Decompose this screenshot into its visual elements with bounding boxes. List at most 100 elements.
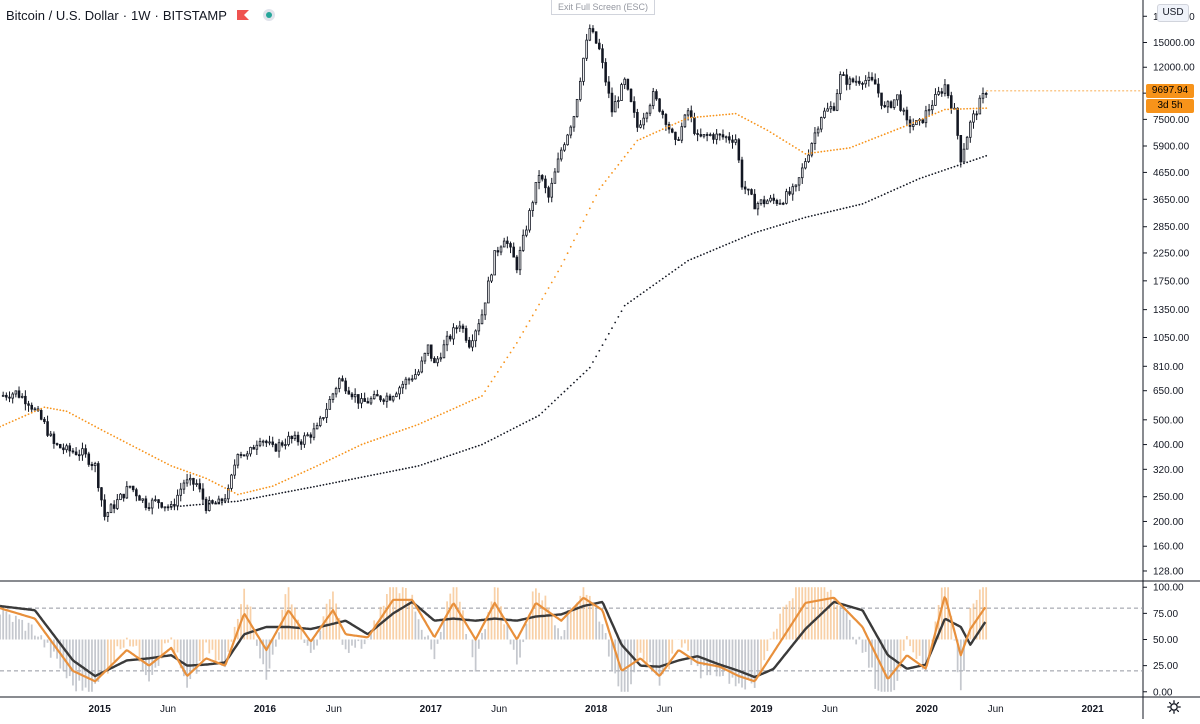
osc-histogram-bar (389, 587, 391, 639)
candle (107, 512, 109, 522)
candle-body (649, 106, 651, 114)
candle (694, 113, 696, 136)
sma-slow-line-point (836, 209, 838, 211)
sma-fast-line-point (158, 458, 160, 460)
sma-fast-line-point (5, 423, 7, 425)
sma-fast-line-point (43, 406, 45, 408)
candle-body (741, 160, 743, 187)
sma-slow-line-point (392, 470, 394, 472)
time-axis-label: 2017 (420, 704, 443, 715)
sma-fast-line-point (208, 479, 210, 481)
candle-body (338, 379, 340, 389)
sma-slow-line-point (830, 211, 832, 213)
candle (227, 484, 229, 501)
exit-fullscreen-button[interactable]: Exit Full Screen (ESC) (551, 0, 655, 15)
sma-slow-line-point (789, 221, 791, 223)
sma-slow-line-point (399, 469, 401, 471)
sma-slow-line-point (922, 177, 924, 179)
sma-slow-line-point (510, 429, 512, 431)
sma-fast-line-point (443, 412, 445, 414)
sma-fast-line-point (909, 123, 911, 125)
osc-histogram-bar (671, 640, 673, 654)
candle (170, 501, 172, 510)
candle-body (966, 137, 968, 149)
osc-histogram-bar (332, 591, 334, 639)
candle (487, 277, 489, 303)
osc-histogram-bar (728, 640, 730, 684)
sma-fast-line-point (836, 149, 838, 151)
gear-icon[interactable] (1167, 700, 1181, 714)
candle (161, 502, 163, 508)
sma-slow-line-point (713, 249, 715, 251)
candle-body (938, 92, 940, 95)
currency-button[interactable]: USD (1157, 4, 1189, 22)
candle (155, 496, 157, 502)
osc-histogram-bar (811, 587, 813, 639)
sma-slow-line-point (614, 322, 616, 324)
candle-body (177, 495, 179, 505)
sma-fast-line-point (446, 411, 448, 413)
sma-slow-line-point (595, 355, 597, 357)
candle (281, 440, 283, 447)
osc-histogram-bar (808, 587, 810, 639)
sma-slow-line-point (478, 445, 480, 447)
candle (833, 103, 835, 112)
sma-fast-line-point (541, 298, 543, 300)
candle-body (554, 172, 556, 183)
sma-fast-line-point (500, 366, 502, 368)
candle (456, 325, 458, 333)
osc-histogram-bar (75, 640, 77, 692)
candle (126, 481, 128, 499)
sma-fast-line-point (348, 450, 350, 452)
osc-histogram-bar (123, 640, 125, 648)
osc-histogram-bar (440, 632, 442, 640)
candle (973, 110, 975, 129)
time-axis-label: 2015 (89, 704, 112, 715)
candle (801, 163, 803, 184)
candle (494, 250, 496, 275)
candle-body (265, 441, 267, 443)
osc-histogram-bar (690, 640, 692, 666)
candle-body (706, 134, 708, 135)
market-status-icon[interactable] (263, 9, 275, 21)
candle-body (843, 75, 845, 76)
candle (88, 452, 90, 467)
osc-histogram-bar (833, 599, 835, 640)
sma-fast-line-point (871, 138, 873, 140)
candle-body (421, 361, 423, 372)
candle (202, 483, 204, 504)
sma-fast-line-point (335, 456, 337, 458)
candle-body (833, 107, 835, 111)
sma-fast-line-point (732, 113, 734, 115)
candle-body (703, 134, 705, 136)
sma-slow-line-point (659, 280, 661, 282)
sma-fast-line-point (652, 133, 654, 135)
candle-body (281, 443, 283, 446)
candle (668, 122, 670, 134)
sma-fast-line-point (846, 147, 848, 149)
candle (519, 247, 521, 275)
sma-slow-line-point (916, 179, 918, 181)
sma-slow-line-point (773, 226, 775, 228)
candle (767, 199, 769, 204)
sma-slow-line-point (950, 167, 952, 169)
candle-body (922, 120, 924, 123)
flag-icon[interactable] (237, 10, 249, 20)
sma-fast-line-point (196, 474, 198, 476)
candle (579, 78, 581, 102)
candle-body (386, 396, 388, 401)
sma-fast-line-point (893, 130, 895, 132)
sma-fast-line-point (621, 160, 623, 162)
candle (250, 447, 252, 457)
candle (34, 407, 36, 410)
candle (855, 76, 857, 86)
sma-slow-line-point (643, 291, 645, 293)
sma-fast-line-point (202, 476, 204, 478)
sma-fast-line-point (849, 147, 851, 149)
symbol-legend[interactable]: Bitcoin / U.S. Dollar · 1W · BITSTAMP (6, 6, 275, 24)
sma-fast-line-point (361, 444, 363, 446)
candle (884, 101, 886, 108)
candle (529, 208, 531, 232)
